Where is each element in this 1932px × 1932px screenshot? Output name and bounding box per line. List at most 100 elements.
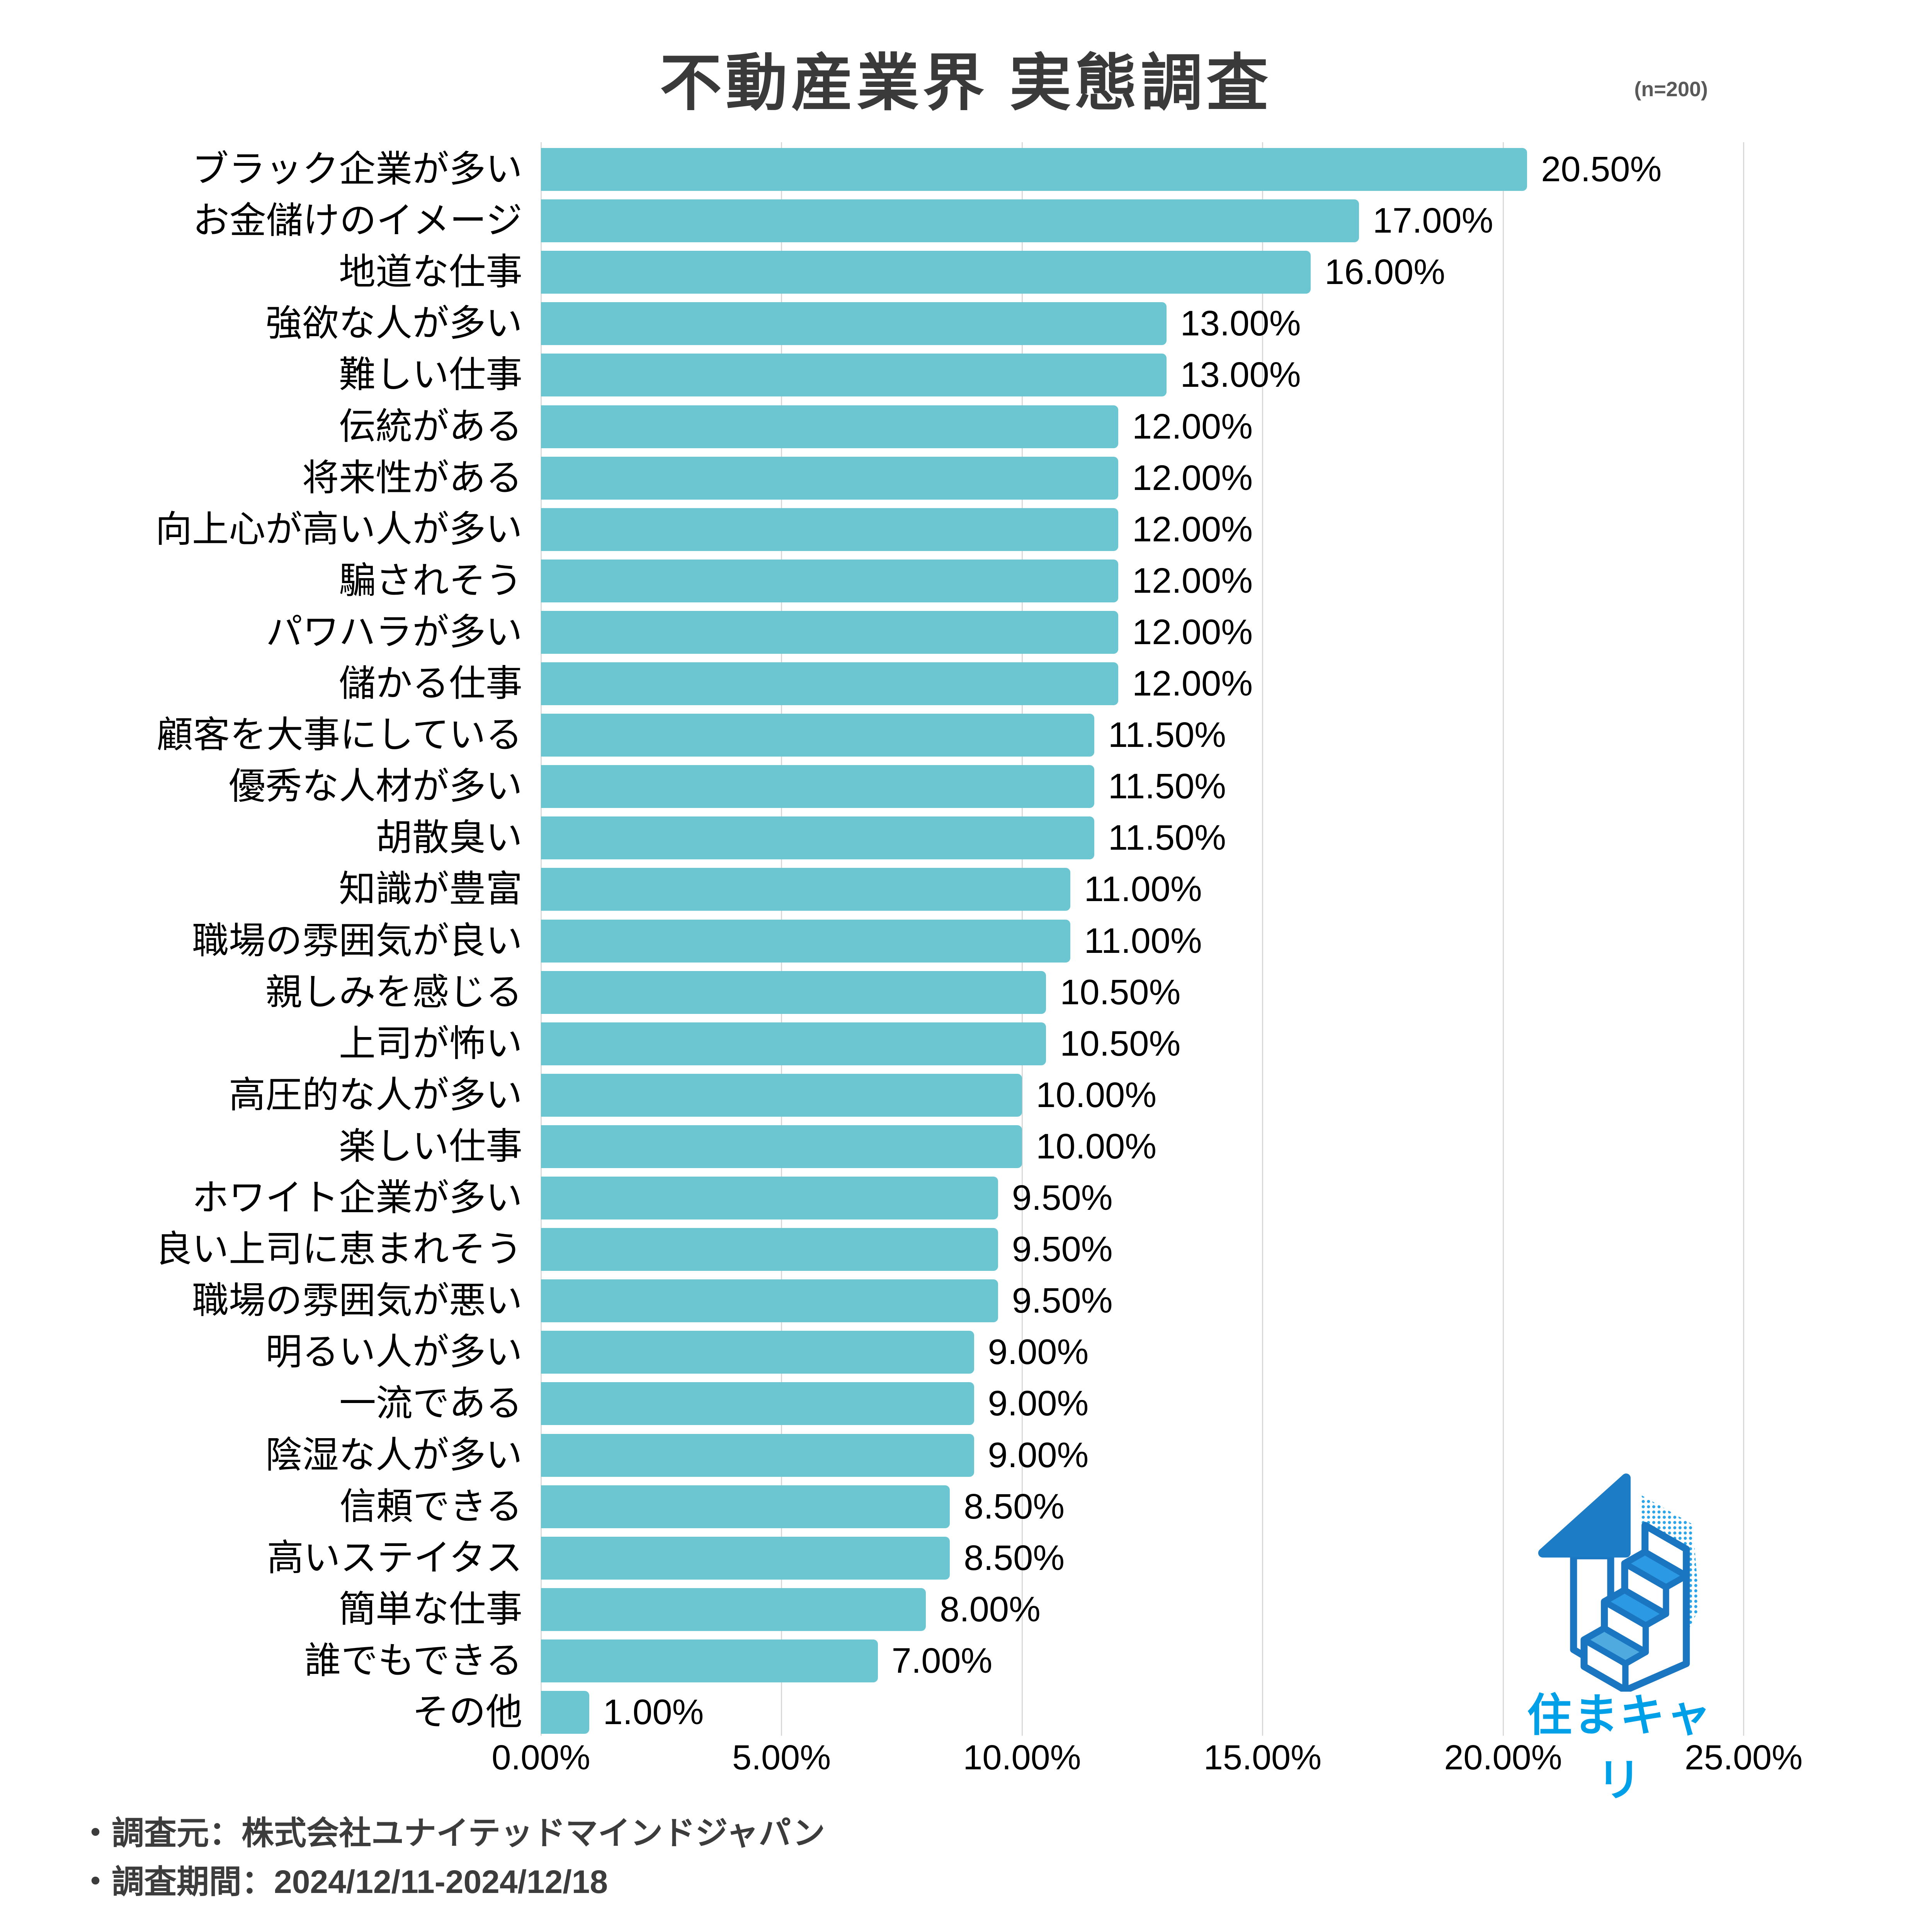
value-label: 11.00% <box>1084 869 1202 909</box>
value-label: 11.50% <box>1108 818 1226 858</box>
value-label: 17.00% <box>1372 201 1493 241</box>
bar <box>541 1279 998 1323</box>
category-label: パワハラが多い <box>265 611 522 653</box>
roof <box>1538 1473 1631 1558</box>
footer-source: ・調査元：株式会社ユナイテッドマインドジャパン <box>79 1815 825 1851</box>
category-label: 誰でもできる <box>304 1640 522 1681</box>
category-label: 騙されそう <box>338 560 522 601</box>
value-label: 12.00% <box>1132 458 1253 498</box>
value-label: 13.00% <box>1180 304 1301 344</box>
value-label: 11.50% <box>1108 715 1226 755</box>
bar <box>541 354 1167 397</box>
value-label: 10.00% <box>1036 1126 1157 1166</box>
value-label: 12.00% <box>1132 406 1253 446</box>
bar <box>541 1485 950 1528</box>
value-label: 13.00% <box>1180 355 1301 395</box>
category-label: 信頼できる <box>339 1486 522 1527</box>
category-label: 難しい仕事 <box>338 354 522 396</box>
footer-period: ・調査期間：2024/12/11-2024/12/18 <box>79 1864 608 1900</box>
value-label: 8.50% <box>964 1538 1065 1578</box>
bar <box>541 251 1311 294</box>
category-label: 将来性がある <box>302 457 522 498</box>
bar <box>541 1588 926 1631</box>
gridline <box>1502 142 1504 1736</box>
value-label: 9.50% <box>1012 1281 1113 1321</box>
category-label: 高圧的な人が多い <box>228 1074 522 1116</box>
footer: ・調査元：株式会社ユナイテッドマインドジャパン ・調査期間：2024/12/11… <box>79 1817 825 1914</box>
value-label: 12.00% <box>1132 664 1253 703</box>
value-label: 9.50% <box>1012 1178 1113 1218</box>
value-label: 9.50% <box>1012 1230 1113 1269</box>
value-label: 9.00% <box>988 1332 1089 1372</box>
bar <box>541 1691 589 1734</box>
stair-tread-top <box>1621 1549 1690 1591</box>
value-label: 12.00% <box>1132 561 1253 600</box>
bar <box>541 971 1046 1014</box>
x-tick-label: 5.00% <box>732 1738 831 1777</box>
category-label: 地道な仕事 <box>338 252 522 293</box>
category-label: 良い上司に恵まれそう <box>155 1229 522 1270</box>
bar <box>541 1022 1046 1065</box>
x-tick-label: 10.00% <box>963 1738 1081 1777</box>
value-label: 8.50% <box>964 1486 1065 1526</box>
category-label: 知識が豊富 <box>338 869 522 910</box>
category-label: 向上心が高い人が多い <box>155 509 522 550</box>
category-label: 職場の雰囲気が良い <box>192 920 522 961</box>
bar <box>541 405 1118 448</box>
category-label: 上司が怖い <box>338 1023 522 1064</box>
category-label: 明るい人が多い <box>265 1332 522 1373</box>
category-label: 親しみを感じる <box>265 971 522 1013</box>
bar <box>541 1434 974 1477</box>
bar <box>541 1382 974 1425</box>
bar <box>541 919 1070 963</box>
value-label: 10.50% <box>1060 972 1181 1012</box>
bar <box>541 1177 998 1219</box>
bar <box>541 714 1094 757</box>
bar <box>541 1639 878 1682</box>
category-label: ホワイト企業が多い <box>192 1177 522 1218</box>
bar <box>541 662 1118 705</box>
page-title: 不動産業界 実態調査 <box>660 48 1272 117</box>
category-label: 楽しい仕事 <box>338 1126 522 1167</box>
bar <box>541 559 1118 602</box>
category-label: 儲かる仕事 <box>338 663 522 704</box>
bar <box>541 1331 974 1374</box>
gridline <box>1262 142 1263 1736</box>
bar <box>541 1125 1022 1168</box>
category-label: 陰湿な人が多い <box>265 1434 522 1476</box>
value-label: 11.00% <box>1084 921 1202 961</box>
bar <box>541 611 1118 654</box>
x-tick-label: 20.00% <box>1444 1738 1562 1777</box>
category-label: 職場の雰囲気が悪い <box>192 1280 522 1321</box>
value-label: 10.50% <box>1060 1024 1181 1063</box>
bar <box>541 199 1359 243</box>
category-label: 高いステイタス <box>267 1537 522 1578</box>
x-tick-label: 0.00% <box>492 1738 590 1777</box>
sample-size-label: (n=200) <box>1634 78 1708 101</box>
value-label: 9.00% <box>988 1384 1089 1423</box>
category-label: 一流である <box>339 1383 522 1424</box>
gridline <box>1743 142 1744 1736</box>
value-label: 10.00% <box>1036 1075 1157 1115</box>
house-stairs-icon <box>1538 1473 1700 1694</box>
x-tick-label: 25.00% <box>1684 1738 1803 1777</box>
value-label: 20.50% <box>1541 150 1662 189</box>
bar <box>541 1073 1022 1117</box>
value-label: 7.00% <box>891 1641 993 1680</box>
category-label: 伝統がある <box>338 406 522 447</box>
bar <box>541 1228 998 1271</box>
bar <box>541 1536 950 1580</box>
value-label: 16.00% <box>1325 252 1446 292</box>
value-label: 9.00% <box>988 1435 1089 1475</box>
category-label: 強欲な人が多い <box>265 303 522 344</box>
bar <box>541 868 1070 911</box>
category-label: 胡散臭い <box>375 817 522 859</box>
category-label: その他 <box>412 1692 522 1733</box>
value-label: 1.00% <box>603 1692 704 1732</box>
bar <box>541 508 1118 551</box>
x-tick-label: 15.00% <box>1203 1738 1322 1777</box>
category-label: 顧客を大事にしている <box>156 714 522 756</box>
value-label: 8.00% <box>940 1589 1041 1629</box>
value-label: 12.00% <box>1132 509 1253 549</box>
